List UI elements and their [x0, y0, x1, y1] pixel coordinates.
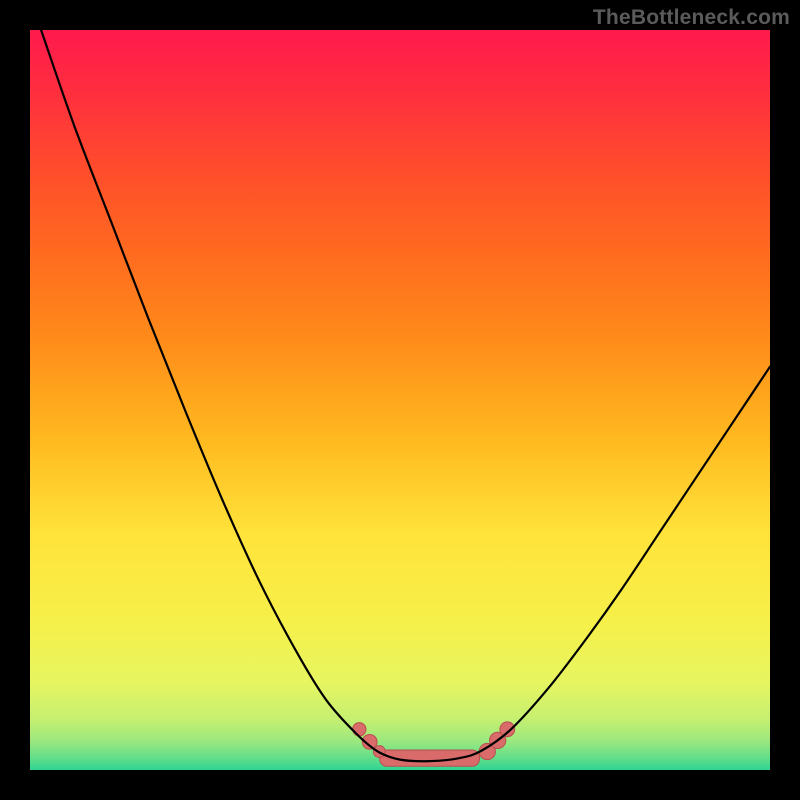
watermark-text: TheBottleneck.com: [593, 6, 790, 30]
chart-svg: [30, 30, 770, 770]
gradient-background: [30, 30, 770, 770]
chart-frame: TheBottleneck.com: [0, 0, 800, 800]
marker-dot: [353, 723, 366, 736]
plot-area: [30, 30, 770, 770]
